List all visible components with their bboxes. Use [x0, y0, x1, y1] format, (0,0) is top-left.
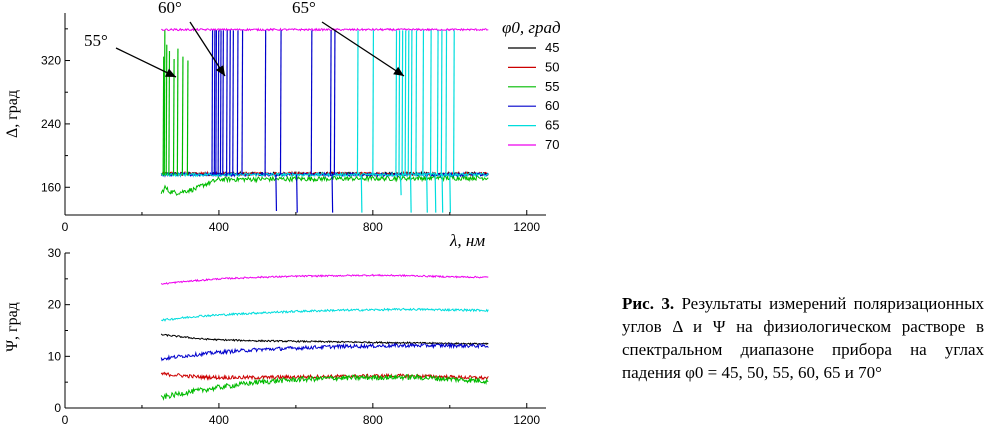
series-60-line — [160, 342, 489, 362]
x-tick-label: 1200 — [513, 413, 540, 427]
delta-chart: 0 400 800 1200 160 240 320 Δ, град λ, нм φ0, град… — [4, 0, 561, 250]
legend-label-70: 70 — [545, 137, 559, 152]
series-45-line — [160, 333, 489, 346]
angle-annotation: 55° — [84, 31, 108, 50]
series-65-spike — [409, 174, 412, 213]
series-55-spike — [186, 60, 189, 176]
series-60-spike — [222, 30, 224, 175]
x-tick-label: 1200 — [513, 220, 540, 234]
series-70-line — [160, 273, 489, 285]
annotation-arrow-head — [393, 66, 404, 76]
x-tick-label: 800 — [363, 220, 383, 234]
legend-label-50: 50 — [545, 59, 559, 74]
series-65-spike — [372, 30, 375, 175]
legend-label-45: 45 — [545, 40, 559, 55]
y-tick-label: 240 — [41, 117, 61, 131]
series-60-spike — [296, 174, 298, 213]
series-group — [160, 27, 489, 213]
series-65-spike — [436, 30, 439, 175]
series-65-spike — [429, 30, 432, 175]
series-65-spike — [441, 174, 444, 213]
series-65-spike — [426, 174, 428, 213]
series-60-spike — [329, 30, 332, 175]
series-55-spike — [165, 44, 168, 176]
series-65-line — [161, 307, 489, 322]
y-tick-label: 20 — [48, 298, 62, 312]
series-70-line — [161, 27, 489, 32]
x-tick-label: 0 — [62, 220, 69, 234]
series-60-spike — [215, 30, 218, 175]
series-65-line — [160, 171, 489, 178]
caption-label: Рис. 3. — [622, 294, 675, 313]
series-65-spike — [398, 30, 401, 175]
series-60-spike — [275, 174, 278, 212]
series-60-spike — [279, 30, 282, 175]
series-65-spike — [395, 30, 398, 175]
series-65-spike — [407, 30, 410, 175]
series-65-spike — [410, 30, 413, 175]
legend-label-60: 60 — [545, 98, 559, 113]
series-65-spike — [401, 30, 404, 175]
series-65-spike — [360, 174, 363, 213]
legend-label-55: 55 — [545, 79, 559, 94]
series-55-spike — [172, 58, 175, 176]
series-60-spike — [310, 30, 313, 175]
series-55-spike — [176, 48, 179, 176]
series-60-spike — [217, 30, 220, 175]
y-axis-title: Δ, град — [4, 90, 21, 138]
y-tick-label: 10 — [48, 349, 62, 363]
series-60-spike — [264, 30, 267, 175]
annotation-arrow-head — [215, 65, 225, 76]
series-55-spike — [181, 56, 184, 176]
annotation-arrow-line — [115, 47, 177, 78]
psi-chart: 0 400 800 1200 0 10 20 30 Ψ, град — [4, 246, 546, 427]
series-60-spike — [229, 30, 231, 175]
series-group — [160, 273, 489, 401]
series-60-spike — [333, 30, 336, 175]
series-55-line — [160, 174, 489, 196]
x-tick-label: 800 — [363, 413, 383, 427]
series-60-spike — [241, 30, 244, 175]
series-60-spike — [226, 30, 228, 175]
series-65-spike — [415, 30, 418, 175]
y-tick-label: 0 — [54, 401, 61, 415]
caption-text: Результаты измерений поляризационных угл… — [622, 294, 985, 382]
annotation-arrow-line — [321, 21, 405, 77]
series-65-spike — [449, 174, 451, 213]
x-axis-title: λ, нм — [449, 231, 485, 250]
y-tick-label: 160 — [41, 180, 61, 194]
y-tick-label: 30 — [48, 246, 62, 260]
y-tick-label: 320 — [41, 54, 61, 68]
y-axis-title: Ψ, град — [4, 302, 21, 352]
series-65-spike — [422, 30, 425, 175]
series-65-spike — [399, 174, 402, 196]
series-65-spike — [440, 30, 443, 175]
series-55-spike — [162, 56, 165, 176]
series-65-spike — [356, 30, 359, 175]
annotation-arrow-line — [189, 21, 226, 77]
x-tick-label: 400 — [209, 220, 229, 234]
series-55-line — [160, 374, 489, 401]
series-55-spike — [163, 30, 166, 176]
series-65-spike — [445, 30, 448, 175]
series-60-spike — [211, 30, 214, 175]
annotation-arrow-head — [165, 68, 176, 77]
angle-annotation: 65° — [292, 0, 316, 17]
figure-caption: Рис. 3. Результаты измерений поляризацио… — [622, 292, 984, 384]
series-60-spike — [219, 30, 222, 175]
series-60-spike — [232, 30, 234, 175]
legend-title: φ0, град — [502, 18, 561, 37]
x-tick-label: 400 — [209, 413, 229, 427]
series-65-spike — [434, 174, 437, 213]
x-tick-label: 0 — [62, 413, 69, 427]
angle-annotation: 60° — [158, 0, 182, 17]
series-60-spike — [213, 30, 216, 175]
series-60-spike — [331, 174, 334, 213]
series-60-spike — [236, 30, 239, 175]
legend-label-65: 65 — [545, 118, 559, 133]
series-65-spike — [453, 30, 455, 175]
series-65-spike — [404, 30, 407, 175]
